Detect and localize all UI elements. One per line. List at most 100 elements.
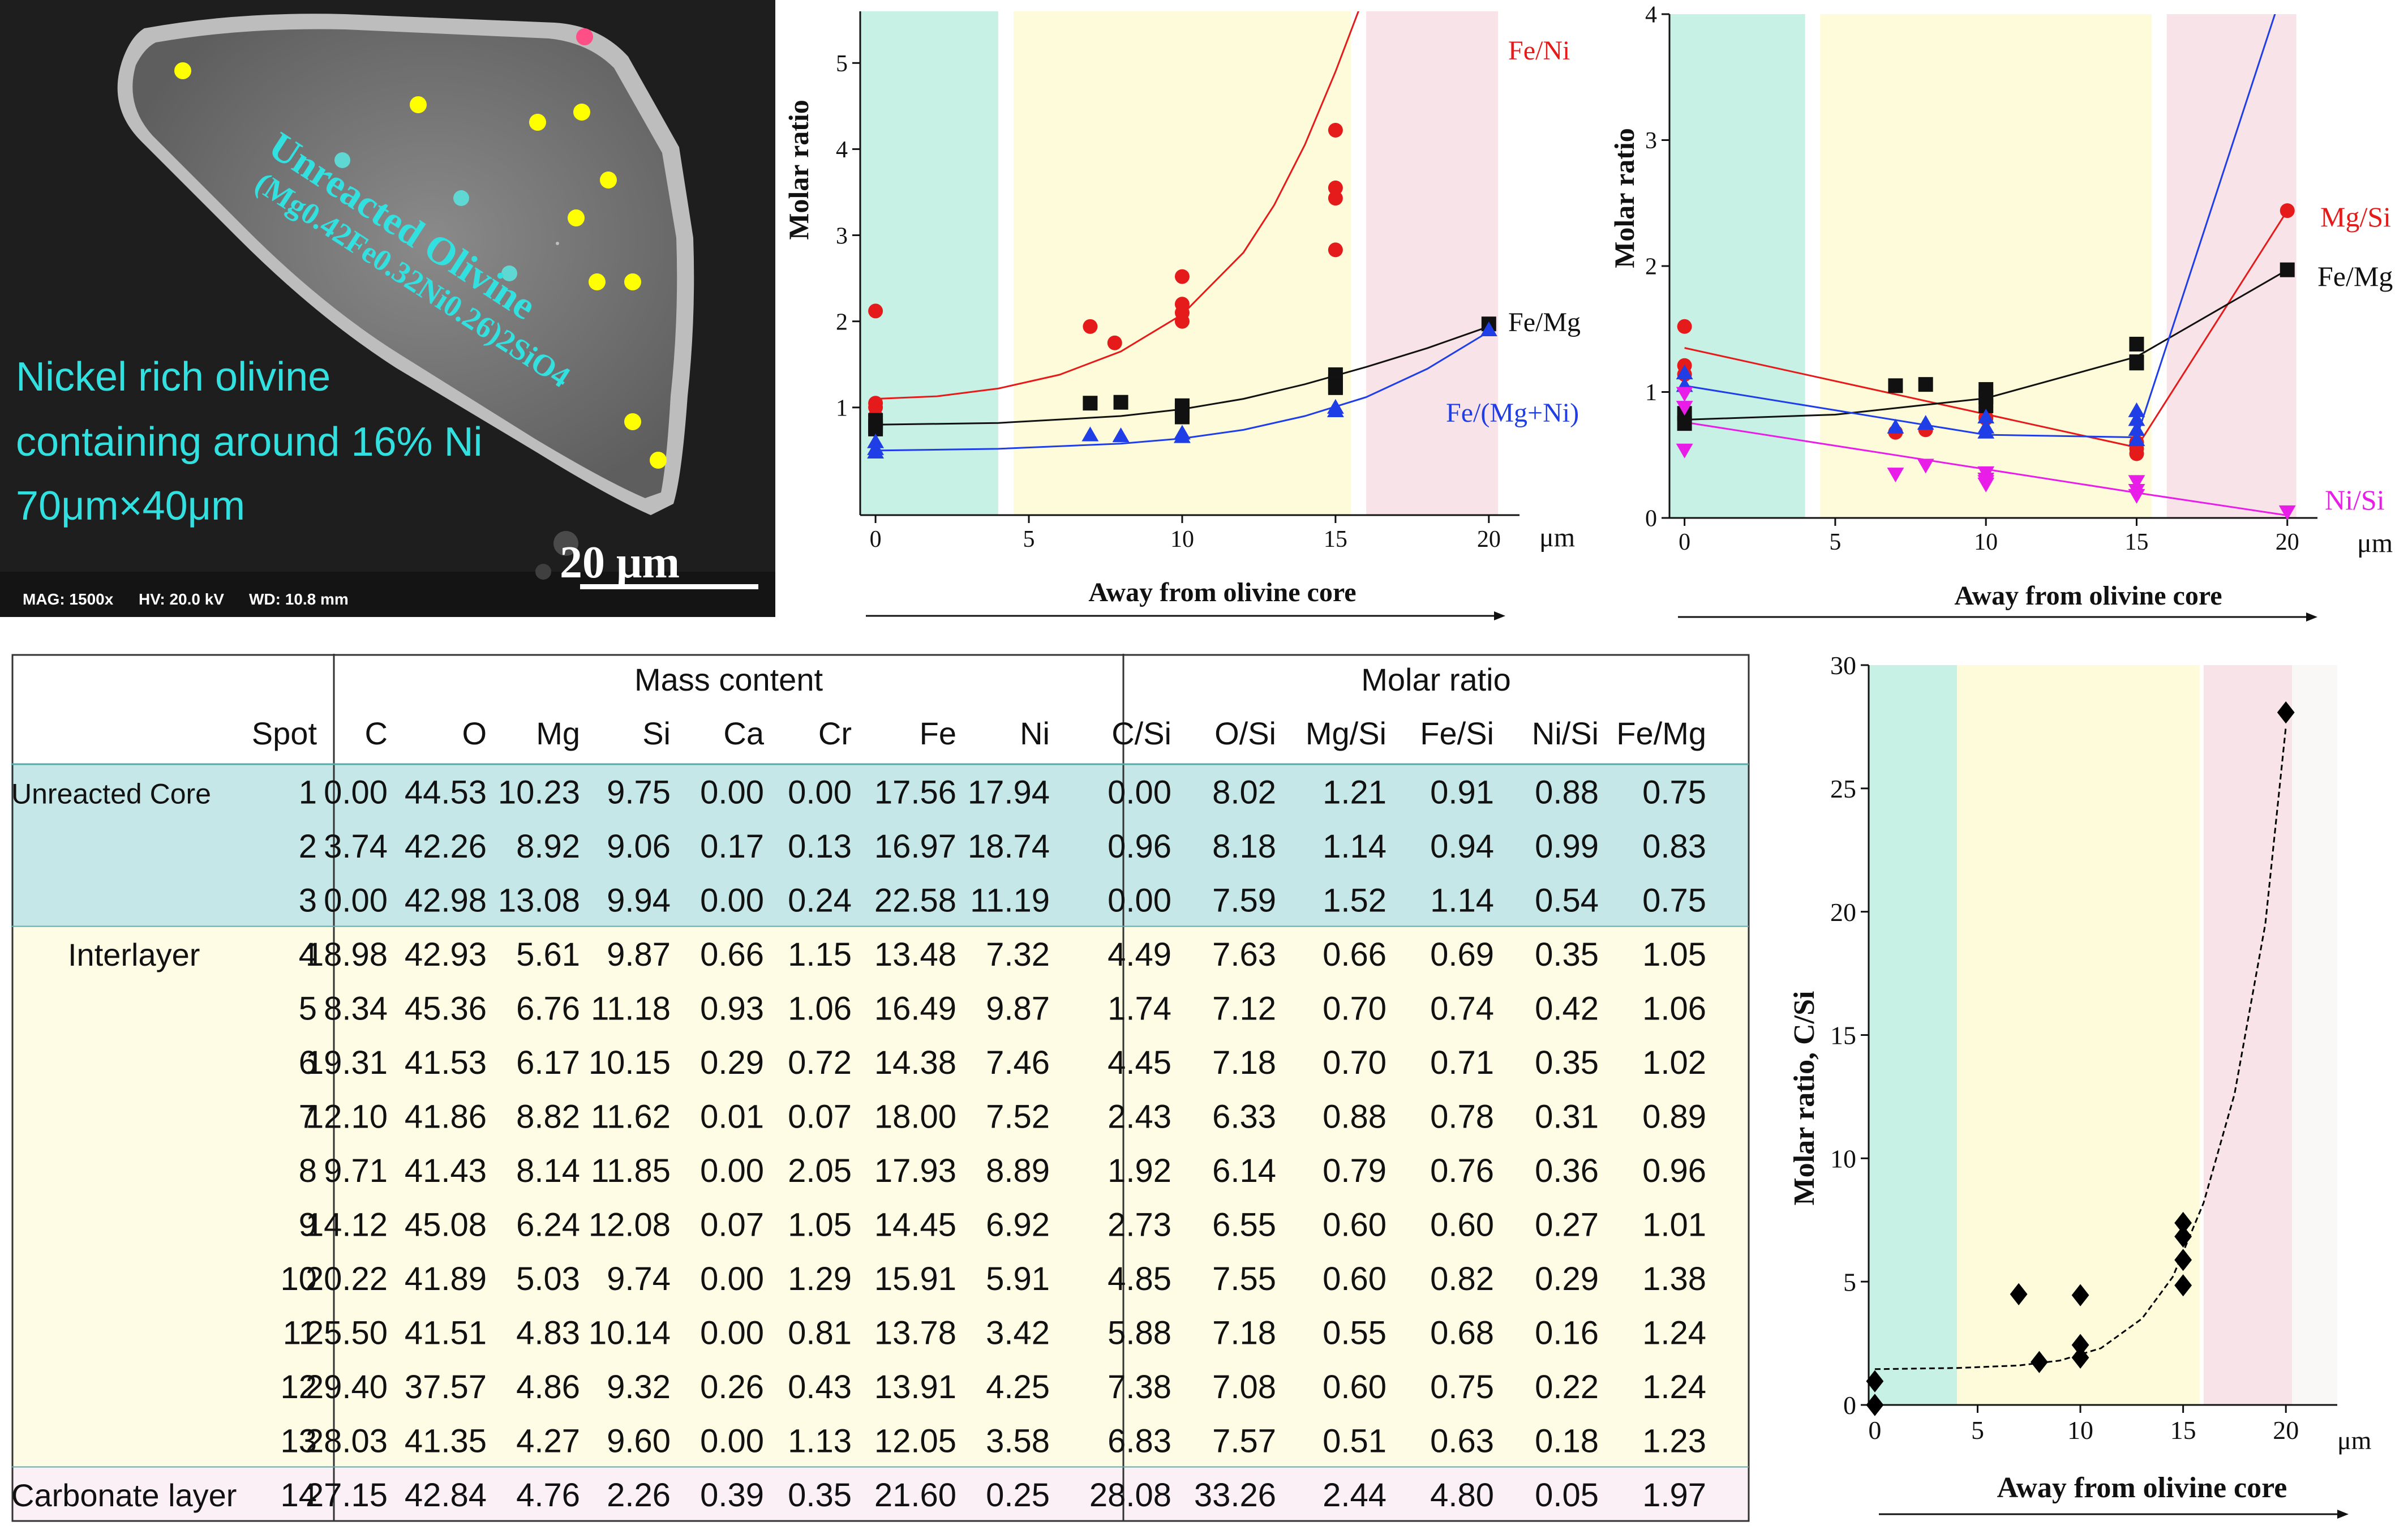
data-point-fe-mg-ni [867, 443, 885, 459]
table-cell: 0.35 [1535, 936, 1599, 973]
table-cell: 0.16 [1535, 1315, 1599, 1352]
table-cell: 0.35 [788, 1477, 852, 1514]
caption-line3: 70μm×40μm [16, 483, 245, 529]
table-cell: 0.29 [1535, 1261, 1599, 1297]
footer-hv: HV: 20.0 kV [139, 590, 224, 608]
spot-number-cell: 3 [299, 882, 317, 919]
table-cell: 7.52 [986, 1099, 1050, 1135]
data-point-fe-mg-ni [2128, 402, 2145, 417]
table-cell: 5.88 [1108, 1315, 1171, 1352]
core-spot-marker [453, 190, 469, 206]
table-cell: 9.32 [607, 1369, 671, 1406]
data-point-fe-mg-ni [2128, 431, 2145, 447]
table-cell: 0.93 [700, 991, 764, 1027]
table-cell: 1.29 [788, 1261, 852, 1297]
data-point-fe-mg [1083, 396, 1098, 411]
data-point-fe-mg-ni [1327, 402, 1344, 417]
table-cell: 12.05 [874, 1423, 956, 1460]
table-cell: 0.13 [788, 828, 852, 865]
table-cell: 18.74 [968, 828, 1050, 865]
spot-marker-pink [576, 28, 593, 45]
series-label-fe-ni: Fe/Ni [1508, 36, 1570, 66]
direction-arrow [866, 611, 1505, 620]
table-cell: 1.01 [1642, 1207, 1706, 1244]
fit-line-fe-mg-ni [875, 331, 1490, 452]
table-cell: 0.00 [324, 882, 388, 919]
sem-micrograph: Unreacted Olivine (Mg0.42Fe0.32Ni0.26)2S… [0, 0, 775, 617]
chart-2-svg: 0 5 10 15 20 0 1 2 3 4 Mg/Si Fe/Mg Ni/Si μm Away … [1608, 2, 2393, 622]
data-point-mg-si [2129, 446, 2144, 461]
spot-number-cell: 11 [283, 1315, 317, 1352]
y-tick-label: 1 [1645, 380, 1657, 406]
table-cell: 0.35 [1535, 1044, 1599, 1081]
y-tick-label: 2 [1645, 254, 1657, 280]
table-cell: 6.17 [516, 1044, 580, 1081]
table-cell: 0.60 [1323, 1369, 1387, 1406]
table-cell: 1.52 [1323, 882, 1387, 919]
table-cell: 1.06 [788, 991, 852, 1027]
x-tick-label: 20 [2273, 1416, 2299, 1445]
table-cell: 18.98 [306, 936, 388, 973]
column-header: Ni/Si [1532, 715, 1599, 751]
data-point-ni-si [1676, 401, 1693, 416]
footer-wd: WD: 10.8 mm [249, 590, 349, 608]
table-cell: 1.24 [1642, 1315, 1706, 1352]
table-cell: 2.43 [1108, 1099, 1171, 1135]
table-cell: 0.00 [1108, 882, 1171, 919]
data-point-c-si [2010, 1283, 2028, 1305]
table-cell: 0.29 [700, 1044, 764, 1081]
table-cell: 3.58 [986, 1423, 1050, 1460]
y-tick-label: 5 [836, 51, 848, 77]
table-cell: 1.24 [1642, 1369, 1706, 1406]
data-point-c-si [2174, 1249, 2192, 1271]
data-point-ni-si [1887, 468, 1904, 483]
y-tick-label: 3 [836, 223, 848, 249]
x-tick-label: 10 [1170, 526, 1194, 552]
data-point-fe-mg [2129, 336, 2144, 352]
table-cell: 0.60 [1323, 1207, 1387, 1244]
table-cell: 16.49 [874, 991, 956, 1027]
data-point-fe-mg [1677, 416, 1692, 431]
y-tick-label: 2 [836, 309, 848, 335]
table-cell: 0.83 [1642, 828, 1706, 865]
data-point-ni-si [2278, 505, 2296, 520]
composition-table-svg: Mass content Molar ratio Spot C O Mg Si Ca Cr Fe N… [11, 654, 1750, 1522]
column-header: Ca [723, 715, 764, 751]
y-tick-label: 20 [1830, 898, 1856, 927]
table-cell: 0.36 [1535, 1152, 1599, 1189]
table-cell: 0.00 [700, 1152, 764, 1189]
data-point-fe-mg-ni [1887, 418, 1904, 434]
table-cell: 45.36 [405, 991, 487, 1027]
footer-mag: MAG: 1500x [23, 590, 114, 608]
region-band-3 [2292, 665, 2337, 1405]
table-cell: 1.23 [1642, 1423, 1706, 1460]
table-cell: 4.49 [1108, 936, 1171, 973]
y-tick-label: 25 [1830, 774, 1856, 803]
table-cell: 4.25 [986, 1369, 1050, 1406]
table-cell: 4.85 [1108, 1261, 1171, 1297]
table-cell: 0.70 [1323, 991, 1387, 1027]
x-axis-title: Away from olivine core [1997, 1472, 2287, 1504]
data-point-fe-ni [1107, 335, 1122, 350]
table-cell: 6.76 [516, 991, 580, 1027]
table-cell: 7.57 [1212, 1423, 1276, 1460]
table-cell: 15.91 [874, 1261, 956, 1297]
chart-ratio-profile-1: 0 5 10 15 20 1 2 3 4 5 Fe/Ni Fe/Mg Fe/(Mg+Ni) μm … [775, 0, 1604, 628]
x-tick-label: 5 [1971, 1416, 1984, 1445]
table-cell: 11.18 [591, 991, 671, 1027]
table-cell: 0.00 [700, 1261, 764, 1297]
table-cell: 0.43 [788, 1369, 852, 1406]
table-cell: 11.85 [591, 1152, 671, 1189]
x-tick-label: 15 [1324, 526, 1347, 552]
y-tick-label: 15 [1830, 1021, 1856, 1050]
table-cell: 0.00 [788, 774, 852, 811]
y-tick-label: 10 [1830, 1144, 1856, 1173]
table-cell: 8.34 [324, 991, 388, 1027]
table-cell: 19.31 [306, 1044, 388, 1081]
table-cell: 7.32 [986, 936, 1050, 973]
table-cell: 7.18 [1212, 1044, 1276, 1081]
table-cell: 0.25 [986, 1477, 1050, 1514]
group-header-molar: Molar ratio [1361, 662, 1511, 697]
table-cell: 42.26 [405, 828, 487, 865]
table-cell: 0.94 [1430, 828, 1494, 865]
